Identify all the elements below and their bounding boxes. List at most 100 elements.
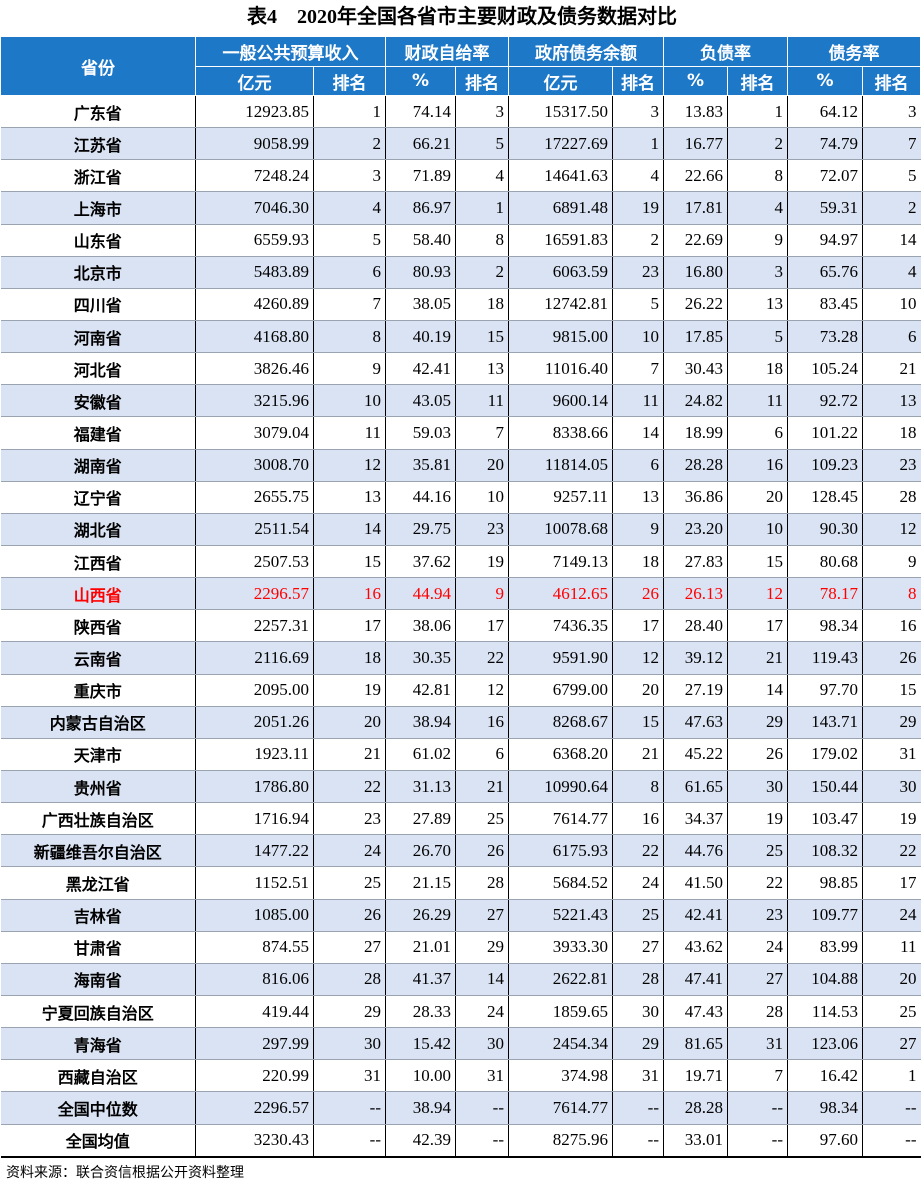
header-group: 政府债务余额 (508, 37, 664, 67)
table-cell: 28 (727, 995, 788, 1029)
table-cell: 10 (313, 384, 386, 418)
table-cell: 123.06 (787, 1027, 863, 1061)
table-cell: 9 (727, 224, 788, 257)
table-cell: 26 (455, 834, 509, 868)
table-cell: 11 (862, 931, 921, 964)
table-cell: 26 (727, 738, 788, 771)
table-cell: -- (727, 1124, 788, 1158)
table-cell: 25 (862, 995, 921, 1029)
table-cell: 1 (727, 95, 788, 129)
table-cell: 10078.68 (508, 513, 613, 546)
table-cell: 10 (862, 288, 921, 321)
table-cell: 13 (612, 481, 664, 514)
header-sub: % (385, 66, 456, 96)
table-cell: 26.22 (663, 288, 728, 321)
table-cell: 7 (313, 288, 386, 321)
table-cell: 19 (727, 802, 788, 836)
table-cell: 94.97 (787, 224, 863, 257)
table-cell: 2507.53 (195, 545, 314, 579)
table-cell: 8275.96 (508, 1124, 613, 1158)
table-cell: 15 (455, 320, 509, 354)
table-cell: 27 (313, 931, 386, 964)
table-cell: 37.62 (385, 545, 456, 579)
table-row: 天津市 1923.11 21 61.02 6 6368.20 21 45.22 26 179.02… (0, 738, 921, 771)
table-cell: 34.37 (663, 802, 728, 836)
table-cell: 17 (455, 609, 509, 643)
table-cell: -- (727, 1091, 788, 1125)
table-cell: 21 (313, 738, 386, 771)
table-cell: 12 (862, 513, 921, 546)
table-cell: 42.81 (385, 674, 456, 707)
table-cell: 28 (862, 481, 921, 514)
table-cell: 3 (612, 95, 664, 129)
table-cell: 14 (455, 963, 509, 996)
table-cell: 16 (313, 577, 386, 611)
table-cell: 11 (455, 384, 509, 418)
table-cell: 44.94 (385, 577, 456, 611)
table-cell: 1152.51 (195, 866, 314, 900)
table-cell: 5 (862, 159, 921, 193)
table-cell: 7046.30 (195, 191, 314, 225)
province-name: 广西壮族自治区 (0, 802, 196, 836)
table-cell: 374.98 (508, 1059, 613, 1093)
table-row: 甘肃省 874.55 27 21.01 29 3933.30 27 43.62 24 83.99 1… (0, 931, 921, 964)
table-cell: 5 (455, 127, 509, 161)
table-cell: 23.20 (663, 513, 728, 546)
table-cell: 17.81 (663, 191, 728, 225)
table-cell: 16 (727, 449, 788, 482)
table-cell: 24 (313, 834, 386, 868)
table-cell: 61.65 (663, 770, 728, 804)
table-cell: 220.99 (195, 1059, 314, 1093)
table-cell: -- (862, 1091, 921, 1125)
table-cell: 17.85 (663, 320, 728, 354)
table-cell: 8 (862, 577, 921, 611)
table-cell: 18 (727, 352, 788, 386)
table-cell: 16 (612, 802, 664, 836)
table-cell: 14 (612, 416, 664, 450)
table-cell: 3933.30 (508, 931, 613, 964)
table-cell: 28.28 (663, 1091, 728, 1125)
table-row: 新疆维吾尔自治区 1477.22 24 26.70 26 6175.93 22 44.76 25… (0, 834, 921, 868)
table-row: 西藏自治区 220.99 31 10.00 31 374.98 31 19.71 7 16.42 1 (0, 1059, 921, 1093)
table-cell: 4 (862, 256, 921, 289)
province-name: 上海市 (0, 191, 196, 225)
table-cell: 31 (612, 1059, 664, 1093)
province-name: 吉林省 (0, 899, 196, 932)
province-name: 山东省 (0, 224, 196, 257)
table-cell: 2 (455, 256, 509, 289)
table-cell: 45.22 (663, 738, 728, 771)
source-note: 资料来源：联合资信根据公开资料整理 (6, 1164, 244, 1181)
table-row: 山西省 2296.57 16 44.94 9 4612.65 26 26.13 12 78.17 8 (0, 577, 921, 611)
table-cell: 12923.85 (195, 95, 314, 129)
table-cell: 7 (455, 416, 509, 450)
table-cell: 5221.43 (508, 899, 613, 932)
table-cell: 24 (727, 931, 788, 964)
table-cell: 4168.80 (195, 320, 314, 354)
province-name: 内蒙古自治区 (0, 706, 196, 739)
table-cell: 36.86 (663, 481, 728, 514)
table-cell: 97.60 (787, 1124, 863, 1158)
table-cell: 20 (727, 481, 788, 514)
header-group: 财政自给率 (385, 37, 509, 67)
table-cell: 27 (455, 899, 509, 932)
table-row: 江西省 2507.53 15 37.62 19 7149.13 18 27.83 15 80.68… (0, 545, 921, 579)
table-row: 北京市 5483.89 6 80.93 2 6063.59 23 16.80 3 65.76 4 (0, 256, 921, 289)
table-cell: 104.88 (787, 963, 863, 996)
table-cell: -- (313, 1124, 386, 1158)
table-cell: 14 (862, 224, 921, 257)
table-cell: 28 (612, 963, 664, 996)
province-name: 湖北省 (0, 513, 196, 546)
table-cell: 17227.69 (508, 127, 613, 161)
table-cell: 2454.34 (508, 1027, 613, 1061)
table-row: 河北省 3826.46 9 42.41 13 11016.40 7 30.43 18 105.24… (0, 352, 921, 386)
table-cell: 6 (727, 416, 788, 450)
table-cell: 10 (727, 513, 788, 546)
table-cell: 22.66 (663, 159, 728, 193)
table-cell: 8 (455, 224, 509, 257)
table-row: 浙江省 7248.24 3 71.89 4 14641.63 4 22.66 8 72.07 5 (0, 159, 921, 193)
table-cell: 24.82 (663, 384, 728, 418)
table-cell: -- (612, 1091, 664, 1125)
table-cell: 59.31 (787, 191, 863, 225)
table-cell: 3 (727, 256, 788, 289)
table-cell: 19.71 (663, 1059, 728, 1093)
